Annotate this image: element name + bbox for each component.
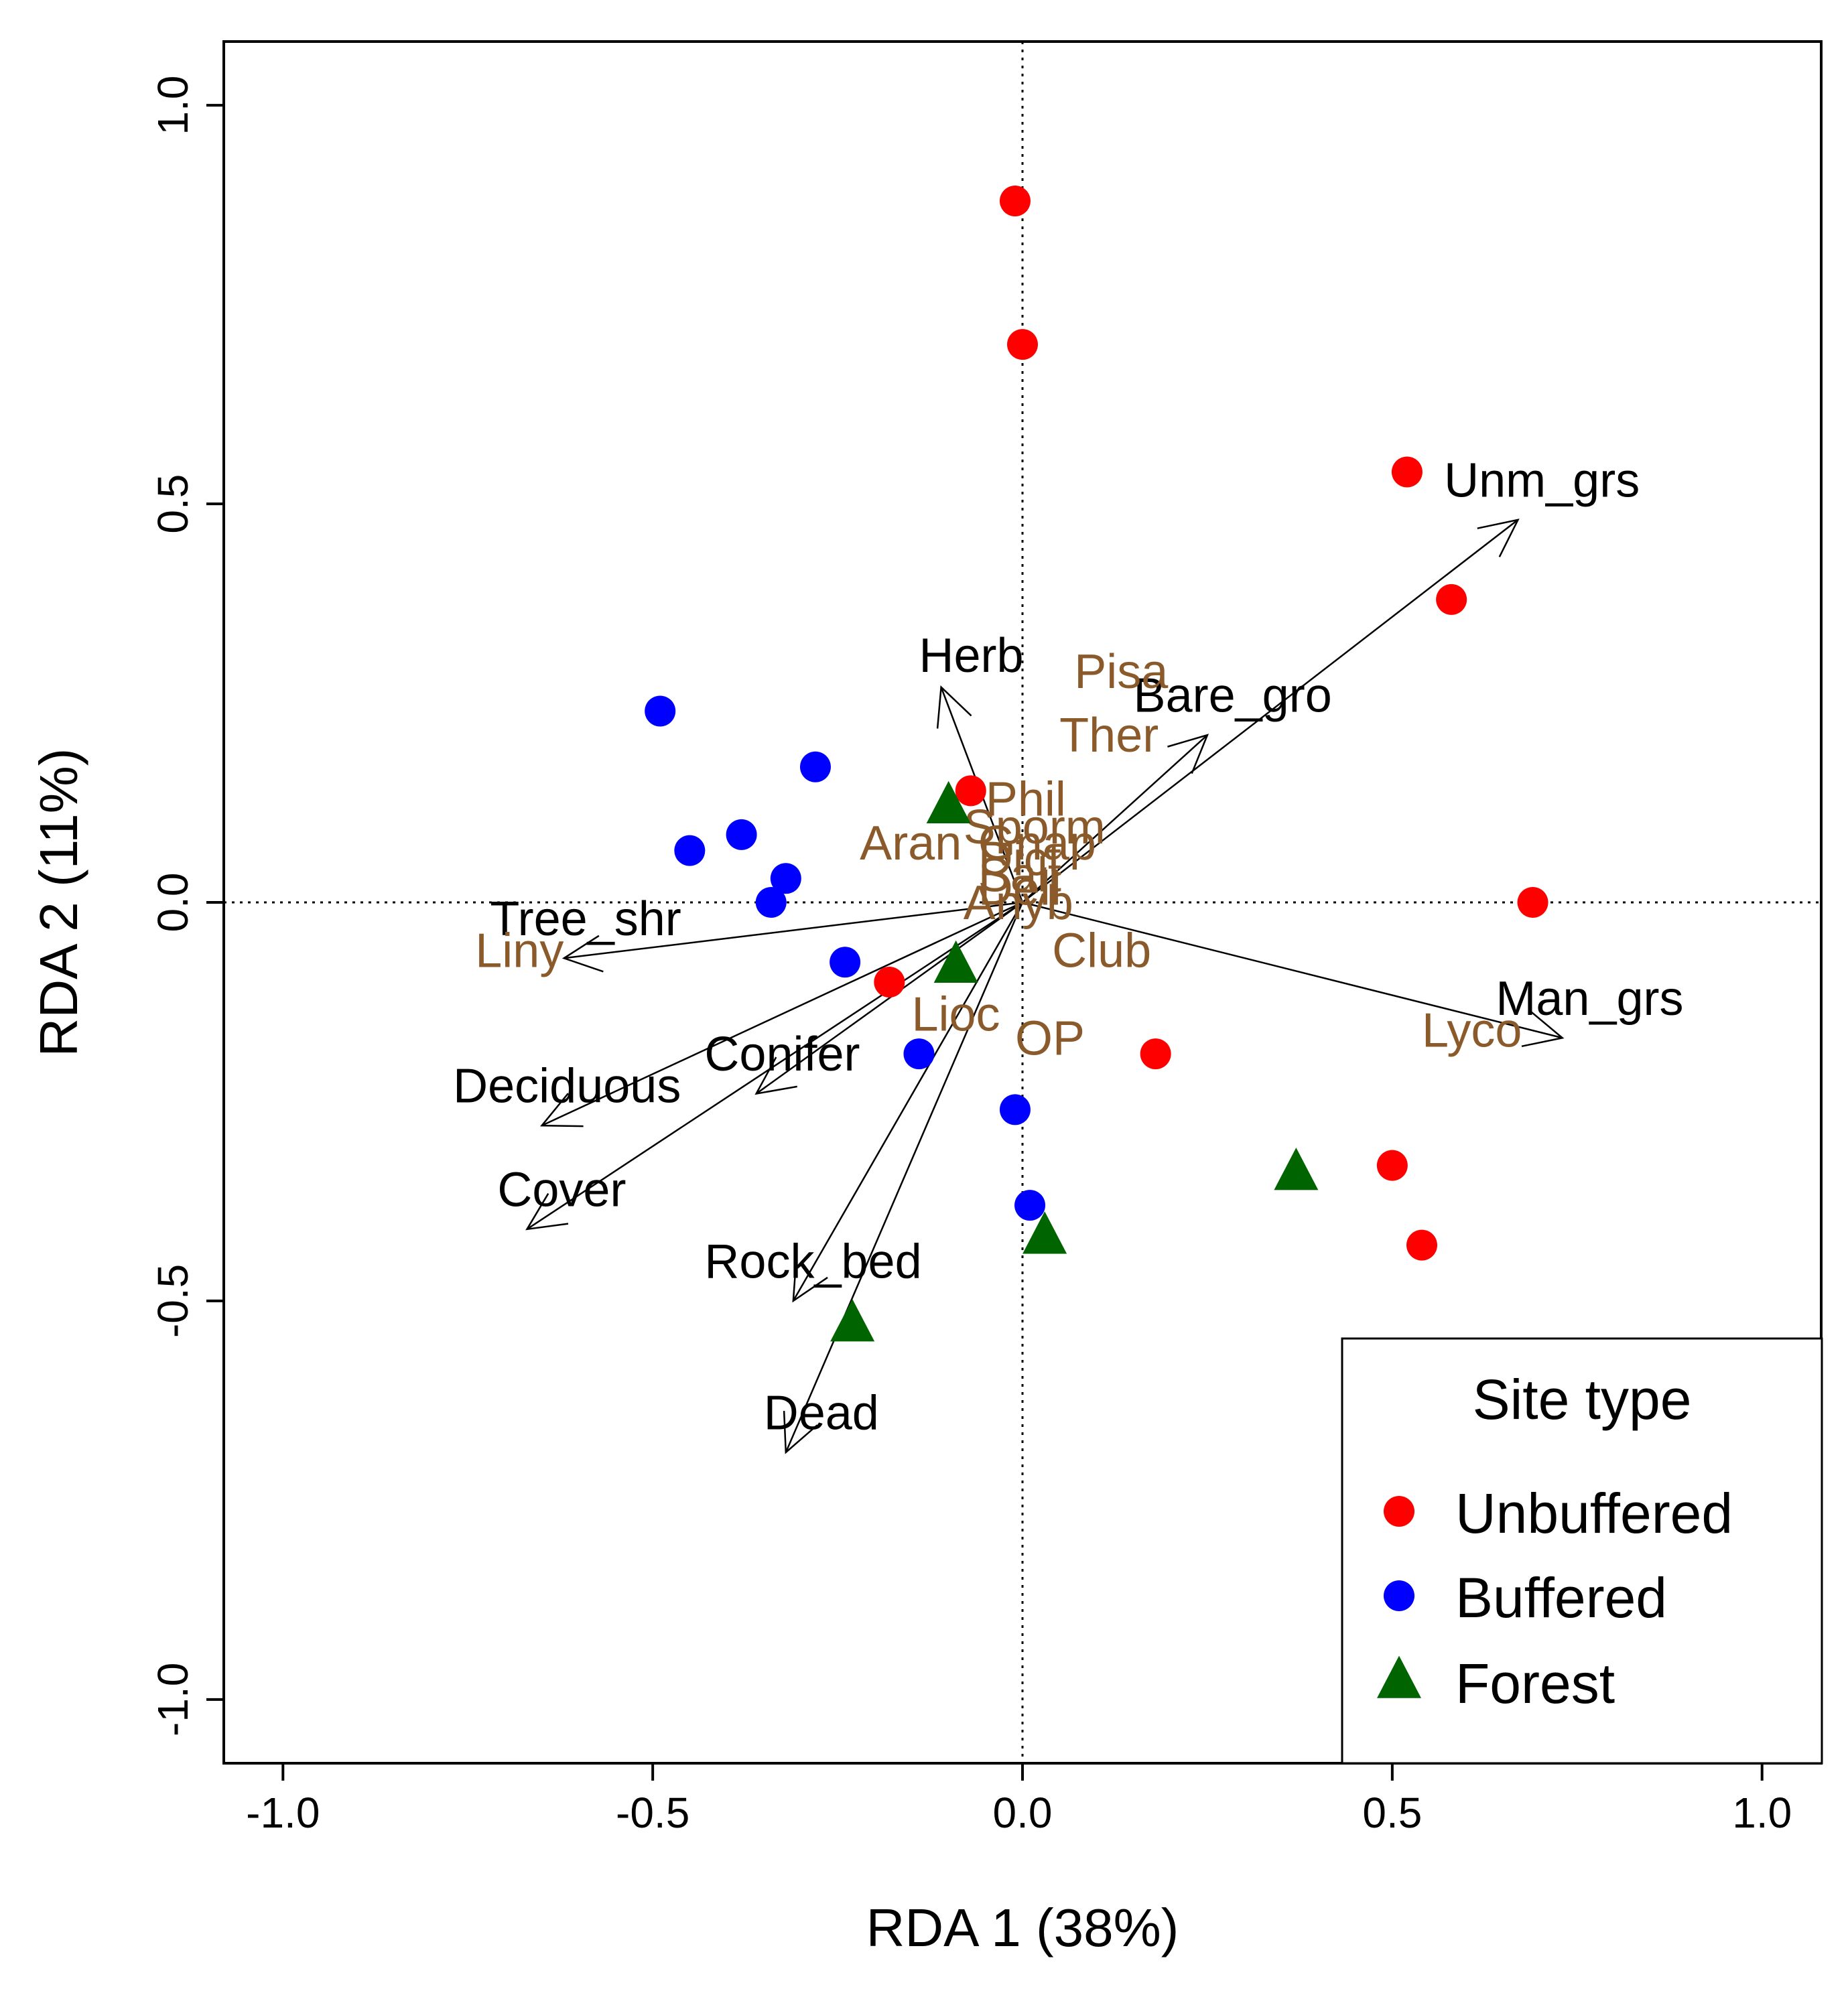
arrow-label-tree-shr: Tree_shr: [490, 892, 681, 946]
arrow-label-man-grs: Man_grs: [1496, 972, 1683, 1026]
arrow-label-dead: Dead: [764, 1386, 879, 1440]
y-tick-label: -0.5: [149, 1264, 197, 1338]
legend-marker-forest: [1377, 1655, 1421, 1698]
unbuffered-point: [1406, 1229, 1437, 1261]
y-axis-title: RDA 2 (11%): [29, 748, 88, 1057]
forest-point: [926, 780, 971, 824]
buffered-point: [999, 1094, 1031, 1125]
legend-label-unbuffered: Unbuffered: [1455, 1482, 1733, 1545]
species-label-salt: Salt: [978, 848, 1061, 902]
legend-box: [1341, 1337, 1823, 1765]
x-axis-title: RDA 1 (38%): [866, 1898, 1179, 1958]
buffered-point: [645, 695, 676, 727]
buffered-point: [903, 1038, 935, 1070]
buffered-point: [726, 819, 757, 850]
legend-title: Site type: [1473, 1368, 1692, 1431]
unbuffered-point: [955, 775, 986, 807]
species-label-ther: Ther: [1059, 709, 1159, 762]
buffered-point: [674, 835, 706, 866]
y-tick-label: 1.0: [149, 76, 197, 135]
arrow-cover: [526, 901, 1023, 1230]
unbuffered-point: [1376, 1150, 1408, 1181]
site-points: [645, 185, 1548, 1342]
y-tick-label: 0.0: [149, 873, 197, 933]
environment-arrows: Unm_grs Bare_gro Herb Tree_shr Man_grs Conife…: [453, 454, 1683, 1454]
buffered-point: [799, 751, 831, 782]
unbuffered-point: [874, 966, 905, 998]
species-label-club: Club: [1052, 924, 1151, 977]
species-label-lioc: Lioc: [911, 988, 1000, 1042]
arrow-label-deciduous: Deciduous: [453, 1060, 681, 1113]
y-tick-label: 0.5: [149, 474, 197, 534]
arrow-rock-bed: [792, 902, 1024, 1302]
arrow-bare-gro: [1022, 734, 1208, 903]
x-tick-label: 1.0: [1732, 1789, 1792, 1837]
species-label-dict: Dict: [978, 833, 1061, 886]
forest-point: [1274, 1148, 1319, 1190]
arrow-label-cover: Cover: [497, 1163, 626, 1217]
unbuffered-point: [1140, 1038, 1171, 1070]
x-tick-label: 0.5: [1362, 1789, 1422, 1837]
legend-label-forest: Forest: [1455, 1652, 1615, 1715]
legend-marker-buffered: [1384, 1580, 1414, 1611]
arrow-head: [562, 935, 604, 973]
arrow-label-herb: Herb: [919, 629, 1023, 683]
arrow-conifer: [755, 901, 1023, 1095]
x-tick-label: 0.0: [993, 1789, 1053, 1837]
arrow-label-bare-gro: Bare_gro: [1134, 669, 1332, 723]
unbuffered-point: [1517, 887, 1548, 918]
unbuffered-point: [999, 185, 1031, 216]
buffered-point: [770, 863, 801, 894]
arrow-label-unm-grs: Unm_grs: [1444, 454, 1640, 507]
y-axis-ticks: -1.0 -0.5 0.0 0.5 1.0: [149, 76, 224, 1736]
arrow-head: [792, 1259, 828, 1303]
arrow-head: [1477, 519, 1520, 557]
legend-marker-unbuffered: [1384, 1496, 1414, 1527]
arrow-head: [1167, 734, 1209, 774]
x-tick-label: -0.5: [616, 1789, 689, 1837]
species-label-liny: Liny: [475, 924, 564, 977]
species-label-pisa: Pisa: [1074, 645, 1169, 699]
arrow-label-conifer: Conifer: [704, 1028, 860, 1081]
unbuffered-point: [1391, 456, 1423, 488]
arrow-head: [1521, 1010, 1565, 1048]
unbuffered-point: [1007, 329, 1038, 360]
buffered-point: [1014, 1190, 1046, 1221]
forest-point: [1022, 1211, 1067, 1254]
arrow-deciduous: [541, 901, 1023, 1127]
buffered-point: [830, 947, 861, 978]
y-tick-label: -1.0: [149, 1663, 197, 1736]
x-axis-ticks: -1.0 -0.5 0.0 0.5 1.0: [246, 1763, 1792, 1837]
arrow-man-grs: [1022, 901, 1563, 1039]
species-label-dell: Dell: [978, 862, 1061, 916]
species-label-anyb: Anyb: [964, 876, 1073, 930]
species-label-lyco: Lyco: [1422, 1004, 1522, 1057]
unbuffered-point: [1436, 583, 1467, 615]
x-tick-label: -1.0: [246, 1789, 320, 1837]
forest-point: [933, 940, 978, 983]
legend-label-buffered: Buffered: [1455, 1566, 1667, 1629]
arrow-head: [936, 685, 972, 729]
species-label-gnap: Gnap: [978, 817, 1096, 870]
forest-point: [830, 1299, 875, 1342]
arrow-unm-grs: [1022, 519, 1519, 903]
legend-entries: Unbuffered Buffered Forest: [1377, 1482, 1733, 1715]
species-label-op: OP: [1015, 1012, 1085, 1065]
arrow-head: [525, 1192, 569, 1231]
arrow-dead: [785, 902, 1024, 1453]
buffered-point: [755, 887, 787, 918]
arrow-head: [783, 1410, 818, 1454]
species-label-aran: Aran: [860, 817, 962, 870]
arrow-head: [539, 1093, 584, 1127]
species-label-sporm: Sporm: [964, 801, 1106, 854]
species-label-phil: Phil: [986, 772, 1066, 826]
arrow-label-rock-bed: Rock_bed: [704, 1235, 921, 1288]
arrow-tree-shr: [564, 901, 1023, 959]
legend: Site type Unbuffered Buffered Forest: [1341, 1337, 1823, 1765]
